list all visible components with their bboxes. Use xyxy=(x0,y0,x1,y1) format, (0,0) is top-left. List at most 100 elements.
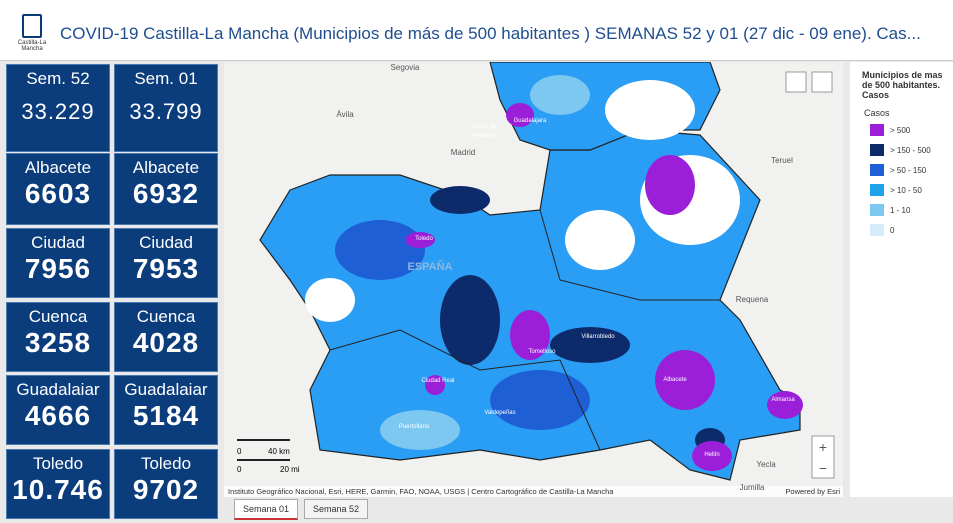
tile-value: 3258 xyxy=(24,327,92,358)
tile-value: 33.229 xyxy=(21,99,95,124)
legend-label: 0 xyxy=(890,225,895,235)
zoom-in-icon[interactable]: + xyxy=(819,439,827,455)
attribution-bar xyxy=(224,486,843,497)
legend-swatch xyxy=(870,224,884,236)
tile-label: Toledo xyxy=(32,454,84,473)
place-label: Almansa xyxy=(771,397,795,403)
place-label: Requena xyxy=(736,295,769,304)
place-label: Toledo xyxy=(415,236,433,242)
tile-label: Ciudad xyxy=(139,233,193,252)
tile: Albacete 6603 xyxy=(6,153,110,225)
tile-value: 33.799 xyxy=(129,99,203,124)
place-label: Villarrobledo xyxy=(581,334,615,340)
tile-label: Albacete xyxy=(24,158,92,177)
tile: Guadalaiar 5184 xyxy=(114,375,218,445)
legend-label: > 500 xyxy=(890,125,911,135)
tile: Toledo 10.746 xyxy=(6,449,110,519)
province-border xyxy=(329,329,601,451)
tile: Toledo 9702 xyxy=(114,449,218,519)
legend-item: 1 - 10 xyxy=(870,204,953,216)
tile: Sem. 52 33.229 xyxy=(6,64,110,152)
place-label: Madrid xyxy=(451,148,475,157)
place-label: Yecla xyxy=(756,460,776,469)
tile-value: 10.746 xyxy=(12,474,104,505)
legend-label: > 150 - 500 xyxy=(890,145,931,155)
scale-zero: 0 xyxy=(237,465,242,474)
place-label: Guadalajara xyxy=(514,118,547,124)
legend-title: Municipios de mas de 500 habitantes. Cas… xyxy=(862,70,943,100)
scale-zero: 0 xyxy=(237,447,242,456)
place-label: Alcalá de xyxy=(472,124,497,130)
tile: Ciudad 7956 xyxy=(6,228,110,298)
header: Castilla-La Mancha COVID-19 Castilla-La … xyxy=(0,0,953,61)
attribution: Instituto Geográfico Nacional, Esri, HER… xyxy=(228,487,614,496)
tile: Cuenca 4028 xyxy=(114,302,218,372)
legend-item: > 150 - 500 xyxy=(870,144,953,156)
legend: Municipios de mas de 500 habitantes. Cas… xyxy=(850,62,953,497)
tile-value: 6932 xyxy=(132,178,200,209)
tile-label: Sem. 01 xyxy=(134,69,198,88)
title: COVID-19 Castilla-La Mancha (Municipios … xyxy=(60,24,921,43)
powered-by: Powered by Esri xyxy=(785,487,840,496)
place-label: Albacete xyxy=(663,377,687,383)
legend-item: > 50 - 150 xyxy=(870,164,953,176)
tile: Cuenca 3258 xyxy=(6,302,110,372)
tile-value: 4028 xyxy=(132,327,200,358)
place-label: Jumilla xyxy=(740,483,765,492)
place-label: Tomelloso xyxy=(528,349,556,355)
tile: Ciudad 7953 xyxy=(114,228,218,298)
tile: Sem. 01 33.799 xyxy=(114,64,218,152)
place-label: Hellín xyxy=(704,452,719,458)
legend-item: > 500 xyxy=(870,124,953,136)
tile-value: 5184 xyxy=(132,400,200,431)
legend-subtitle: Casos xyxy=(864,108,890,118)
logo-text: Castilla-La Mancha xyxy=(17,40,47,52)
place-label: Ciudad Real xyxy=(421,378,454,384)
search-button[interactable] xyxy=(785,71,807,93)
zoom-buttons[interactable] xyxy=(811,435,835,479)
tile-value: 7953 xyxy=(132,253,200,284)
legend-item: > 10 - 50 xyxy=(870,184,953,196)
legend-label: 1 - 10 xyxy=(890,205,911,215)
legend-swatch xyxy=(870,184,884,196)
map: + − 0 40 km 0 20 mi Instituto Geográfico… xyxy=(224,62,843,497)
tab[interactable]: Semana 52 xyxy=(304,499,369,519)
legend-swatch xyxy=(870,164,884,176)
place-label: Valdepeñas xyxy=(484,410,515,416)
place-label: Puertollano xyxy=(399,424,430,430)
legend-swatch xyxy=(870,144,884,156)
legend-swatch xyxy=(870,124,884,136)
tile-label: Albacete xyxy=(132,158,200,177)
place-label: Teruel xyxy=(771,156,793,165)
tile-label: Guadalaiar xyxy=(16,380,100,399)
place-label: Henares xyxy=(473,133,496,139)
logo: Castilla-La Mancha xyxy=(12,12,52,52)
tab[interactable]: Semana 01 xyxy=(234,499,299,520)
tile-value: 9702 xyxy=(132,474,200,505)
zoom-out-icon[interactable]: − xyxy=(819,460,827,476)
legend-label: > 10 - 50 xyxy=(890,185,922,195)
scale-mi: 20 mi xyxy=(280,465,300,474)
legend-swatch xyxy=(870,204,884,216)
tile-label: Ciudad xyxy=(31,233,85,252)
tile-label: Cuenca xyxy=(28,307,88,326)
tile: Guadalaiar 4666 xyxy=(6,375,110,445)
home-button[interactable] xyxy=(811,71,833,93)
areas xyxy=(305,75,803,471)
place-label: Ávila xyxy=(336,110,354,119)
tile-label: Guadalaiar xyxy=(124,380,208,399)
tile-value: 6603 xyxy=(24,178,92,209)
scale-km: 40 km xyxy=(268,447,290,456)
tile-label: Toledo xyxy=(140,454,192,473)
province-border xyxy=(539,209,720,301)
tile-value: 7956 xyxy=(24,253,92,284)
legend-item: 0 xyxy=(870,224,953,236)
tile-label: Sem. 52 xyxy=(26,69,90,88)
tile-value: 4666 xyxy=(24,400,92,431)
place-label: ESPAÑA xyxy=(407,260,452,273)
tile-label: Cuenca xyxy=(136,307,196,326)
legend-label: > 50 - 150 xyxy=(890,165,927,175)
legend-items: > 500 > 150 - 500 > 50 - 150 > 10 - 50 1 - 1… xyxy=(850,124,953,236)
place-label: Segovia xyxy=(391,63,420,72)
